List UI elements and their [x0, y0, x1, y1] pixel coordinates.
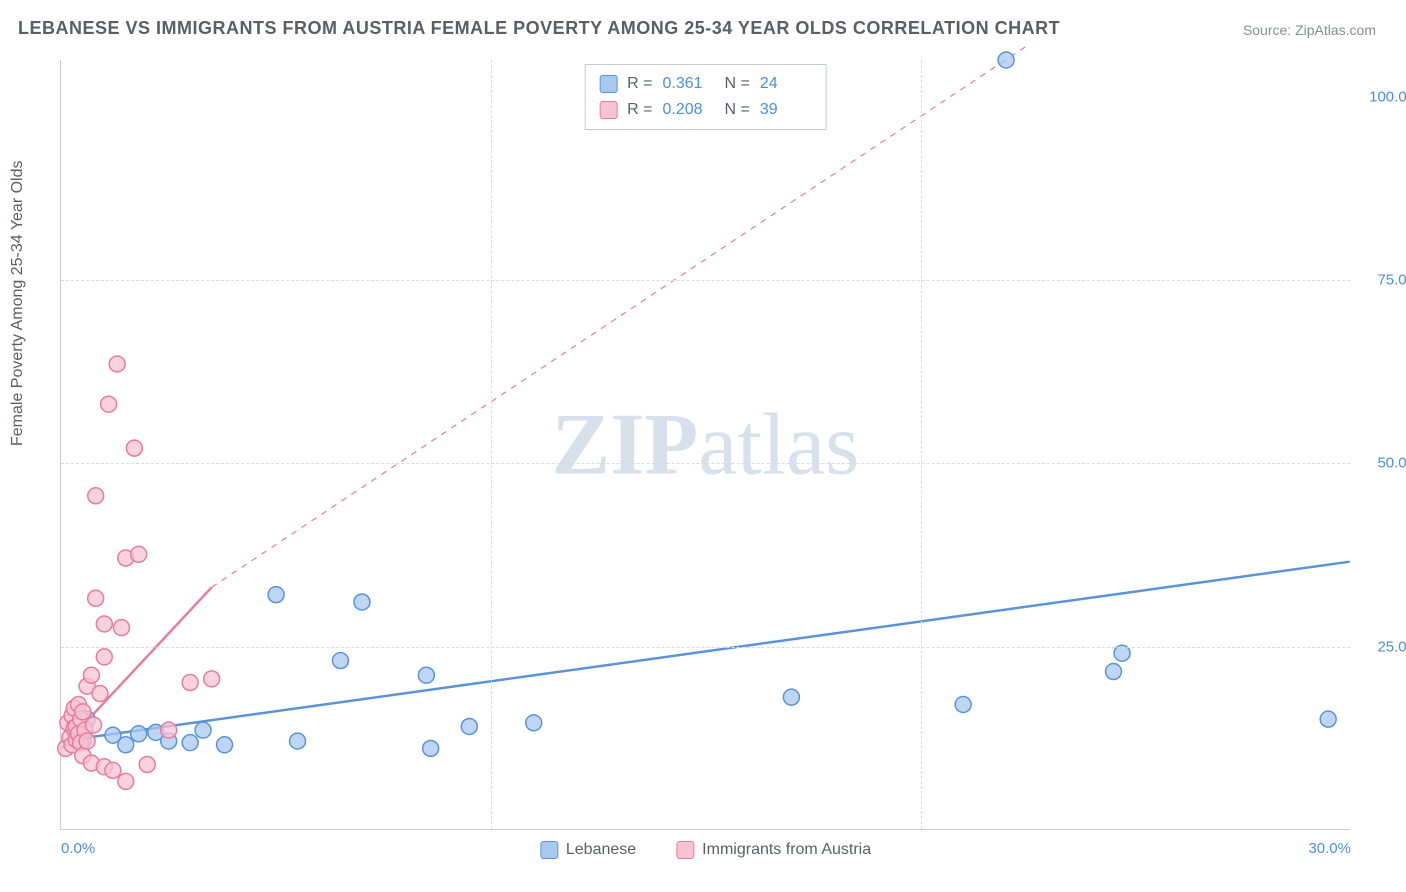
- data-point-lebanese: [217, 737, 233, 753]
- data-point-austria: [92, 686, 108, 702]
- gridline-horizontal: [61, 647, 1350, 648]
- data-point-lebanese: [182, 735, 198, 751]
- data-point-lebanese: [998, 52, 1014, 68]
- data-point-austria: [131, 546, 147, 562]
- data-point-austria: [182, 675, 198, 691]
- data-point-lebanese: [332, 653, 348, 669]
- data-point-austria: [96, 649, 112, 665]
- data-point-lebanese: [290, 733, 306, 749]
- data-point-lebanese: [1320, 711, 1336, 727]
- data-point-austria: [139, 757, 155, 773]
- gridline-horizontal: [61, 463, 1350, 464]
- gridline-vertical: [921, 60, 922, 829]
- data-point-austria: [86, 717, 102, 733]
- data-point-austria: [83, 667, 99, 683]
- data-point-austria: [79, 733, 95, 749]
- stat-n-label: N =: [725, 71, 750, 97]
- data-point-austria: [96, 616, 112, 632]
- stat-r-label: R =: [627, 97, 652, 123]
- stat-r-value: 0.208: [663, 97, 715, 123]
- data-point-lebanese: [354, 594, 370, 610]
- legend-swatch-austria: [599, 101, 617, 119]
- chart-title: LEBANESE VS IMMIGRANTS FROM AUSTRIA FEMA…: [18, 18, 1060, 39]
- legend-swatch-lebanese: [540, 841, 558, 859]
- stat-n-value: 24: [760, 71, 812, 97]
- y-tick-label: 100.0%: [1360, 88, 1406, 105]
- y-tick-label: 25.0%: [1360, 638, 1406, 655]
- data-point-austria: [105, 762, 121, 778]
- data-point-austria: [161, 722, 177, 738]
- source-attribution: Source: ZipAtlas.com: [1243, 22, 1376, 38]
- legend-swatch-austria: [676, 841, 694, 859]
- stats-row-lebanese: R = 0.361 N = 24: [599, 71, 812, 97]
- data-point-lebanese: [118, 737, 134, 753]
- stat-r-label: R =: [627, 71, 652, 97]
- data-point-lebanese: [783, 689, 799, 705]
- bottom-legend: Lebanese Immigrants from Austria: [540, 841, 871, 859]
- legend-item-lebanese: Lebanese: [540, 841, 636, 859]
- data-point-austria: [101, 396, 117, 412]
- gridline-vertical: [491, 60, 492, 829]
- plot-svg: [61, 60, 1350, 829]
- source-link[interactable]: ZipAtlas.com: [1295, 22, 1376, 38]
- data-point-lebanese: [1105, 664, 1121, 680]
- source-label: Source:: [1243, 22, 1291, 38]
- x-tick-label: 0.0%: [61, 840, 95, 857]
- data-point-lebanese: [418, 667, 434, 683]
- trendline-lebanese: [61, 562, 1349, 741]
- stat-r-value: 0.361: [663, 71, 715, 97]
- data-point-lebanese: [268, 587, 284, 603]
- data-point-austria: [109, 356, 125, 372]
- data-point-austria: [88, 590, 104, 606]
- data-point-austria: [88, 488, 104, 504]
- data-point-austria: [204, 671, 220, 687]
- stat-n-label: N =: [725, 97, 750, 123]
- data-point-lebanese: [526, 715, 542, 731]
- data-point-austria: [75, 704, 91, 720]
- data-point-austria: [126, 440, 142, 456]
- gridline-horizontal: [61, 280, 1350, 281]
- data-point-austria: [113, 620, 129, 636]
- stats-row-austria: R = 0.208 N = 39: [599, 97, 812, 123]
- y-tick-label: 75.0%: [1360, 272, 1406, 289]
- data-point-lebanese: [131, 726, 147, 742]
- data-point-lebanese: [423, 740, 439, 756]
- legend-label: Immigrants from Austria: [702, 841, 871, 859]
- stats-box: R = 0.361 N = 24 R = 0.208 N = 39: [584, 64, 827, 130]
- data-point-lebanese: [955, 697, 971, 713]
- legend-item-austria: Immigrants from Austria: [676, 841, 871, 859]
- data-point-lebanese: [195, 722, 211, 738]
- chart-container: LEBANESE VS IMMIGRANTS FROM AUSTRIA FEMA…: [0, 0, 1406, 892]
- y-tick-label: 50.0%: [1360, 455, 1406, 472]
- y-axis-label: Female Poverty Among 25-34 Year Olds: [9, 161, 27, 447]
- stat-n-value: 39: [760, 97, 812, 123]
- data-point-lebanese: [461, 718, 477, 734]
- data-point-austria: [118, 773, 134, 789]
- plot-area: ZIPatlas R =0.361N =24R =0.208N =39 Leba…: [60, 60, 1350, 830]
- legend-label: Lebanese: [566, 841, 636, 859]
- x-tick-label: 30.0%: [1308, 840, 1351, 857]
- legend-swatch-lebanese: [599, 75, 617, 93]
